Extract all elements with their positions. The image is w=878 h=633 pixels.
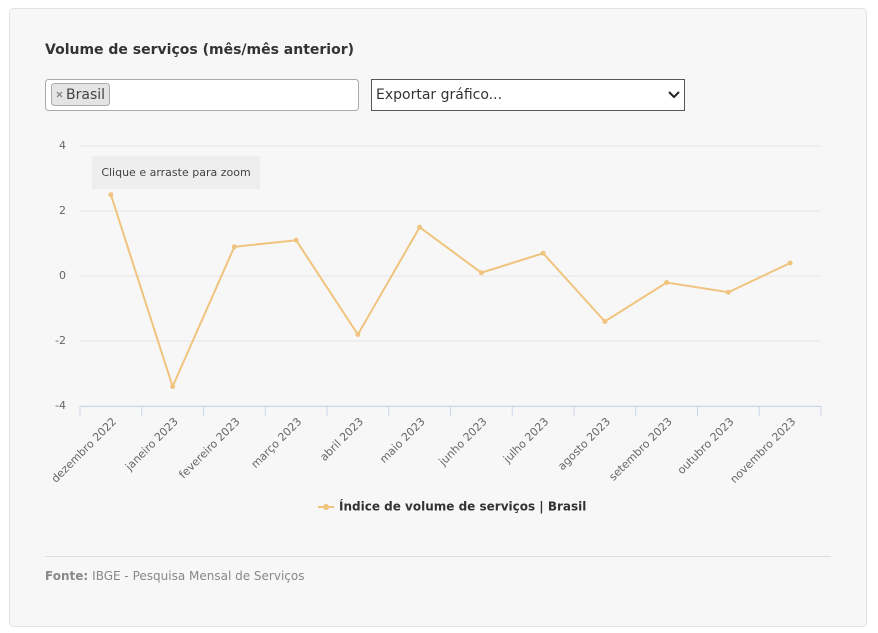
filter-input[interactable]: Brasil [45,79,359,111]
select-label: Exportar gráfico... [376,87,502,103]
y-tick-label: -2 [55,334,66,347]
footer-text: IBGE - Pesquisa Mensal de Serviços [92,569,304,583]
point [602,319,608,324]
y-tick-label: 4 [59,139,66,152]
y-tick-label: 0 [59,269,66,282]
series-line [109,194,791,390]
point [108,192,114,198]
y-tick-label: -4 [55,399,66,412]
point [540,250,546,256]
chart-title: Volume de serviços (mês/mês anterior) [45,42,354,58]
point [725,289,731,295]
tag[interactable] [51,83,110,106]
legend-label[interactable]: Índice de volume de serviços | Brasil [339,499,586,514]
y-tick-label: 2 [59,204,66,217]
point [231,244,237,250]
tag-label: Brasil [66,87,105,103]
point [478,270,484,276]
zoom-hint: Clique e arraste para zoom [92,156,260,189]
select-arrow [668,91,680,99]
point [355,332,361,337]
footer-label: Fonte: [45,569,88,583]
point [664,280,670,285]
point [170,384,176,389]
export-select[interactable]: Exportar gráfico... [371,79,685,111]
point [417,224,423,230]
tag-remove[interactable] [56,91,63,98]
legend[interactable]: Índice de volume de serviços | Brasil [318,499,586,514]
input-box[interactable] [45,79,359,111]
footer: Fonte: IBGE - Pesquisa Mensal de Serviços [45,569,304,583]
zoom-hint-box [92,156,260,189]
legend-marker [323,504,329,510]
point [293,237,299,243]
point [787,260,793,266]
zoom-hint-text: Clique e arraste para zoom [101,166,250,179]
select-box[interactable] [371,79,685,111]
